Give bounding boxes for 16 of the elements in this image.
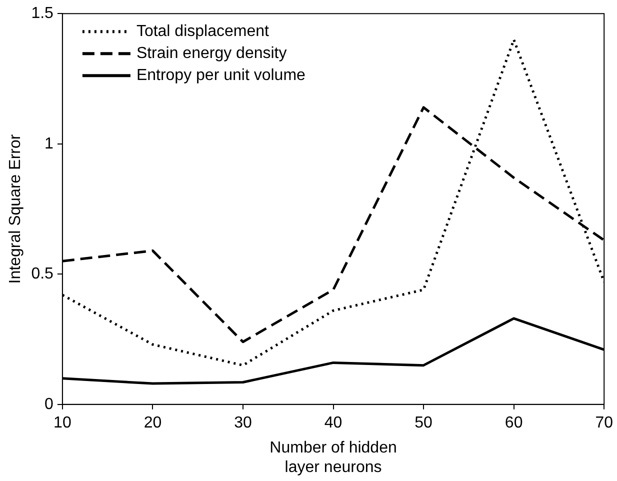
x-tick-label: 10: [54, 414, 72, 432]
y-axis-title: Integral Square Error: [7, 134, 24, 284]
x-axis-title: Number of hidden layer neurons: [270, 440, 397, 476]
x-tick-label: 50: [414, 414, 433, 432]
x-tick-label: 20: [144, 414, 162, 432]
y-tick-label: 0.5: [31, 266, 54, 283]
x-tick-label: 40: [324, 414, 342, 432]
legend-label: Entropy per unit volume: [136, 67, 306, 84]
y-tick-label: 0: [44, 396, 54, 413]
x-tick-label: 30: [234, 414, 252, 432]
y-tick-label: 1.5: [31, 5, 54, 22]
x-tick-label: 60: [504, 414, 523, 432]
y-tick-label: 1: [44, 135, 54, 152]
legend-label: Strain energy density: [136, 45, 287, 62]
x-tick-label: 70: [595, 414, 614, 432]
legend-label: Total displacement: [136, 23, 270, 40]
